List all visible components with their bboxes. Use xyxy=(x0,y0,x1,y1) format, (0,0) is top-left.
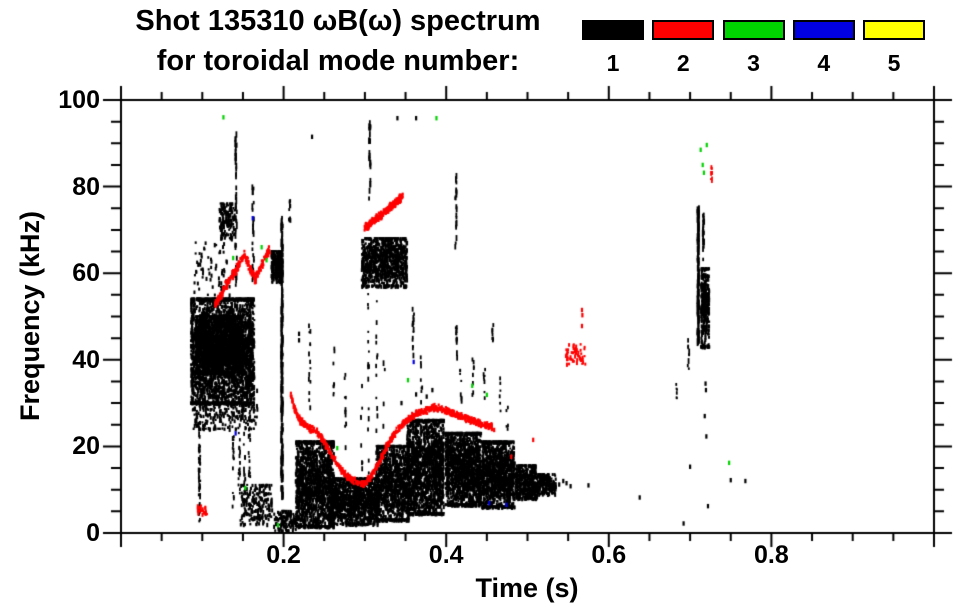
legend-swatch-mode-4 xyxy=(792,20,855,40)
legend-label-mode-5: 5 xyxy=(887,50,901,76)
legend-swatch-mode-2 xyxy=(652,20,715,40)
y-tick-label-40: 40 xyxy=(72,345,100,374)
legend-swatch-mode-3 xyxy=(722,20,785,40)
y-tick-label-60: 60 xyxy=(72,259,100,288)
legend-label-mode-3: 3 xyxy=(747,50,760,76)
y-tick-label-80: 80 xyxy=(72,172,100,201)
x-tick-label-0.2: 0.2 xyxy=(266,541,301,569)
y-tick-label-0: 0 xyxy=(86,519,100,547)
legend-label-mode-2: 2 xyxy=(676,50,690,76)
legend-label-mode-4: 4 xyxy=(817,50,831,76)
chart-subtitle: for toroidal mode number: xyxy=(156,45,520,77)
legend-label-mode-1: 1 xyxy=(606,50,620,76)
chart-title: Shot 135310 ωB(ω) spectrum xyxy=(135,5,541,37)
x-tick-label-0.4: 0.4 xyxy=(428,541,464,569)
y-axis-title: Frequency (kHz) xyxy=(15,210,45,422)
legend-swatch-mode-1 xyxy=(582,20,644,40)
x-tick-label-0.6: 0.6 xyxy=(591,541,627,569)
x-axis-title: Time (s) xyxy=(475,573,579,603)
legend-swatch-mode-5 xyxy=(863,20,925,40)
x-tick-label-0.8: 0.8 xyxy=(754,541,789,569)
y-tick-label-20: 20 xyxy=(72,432,100,461)
y-tick-label-100: 100 xyxy=(58,86,100,114)
